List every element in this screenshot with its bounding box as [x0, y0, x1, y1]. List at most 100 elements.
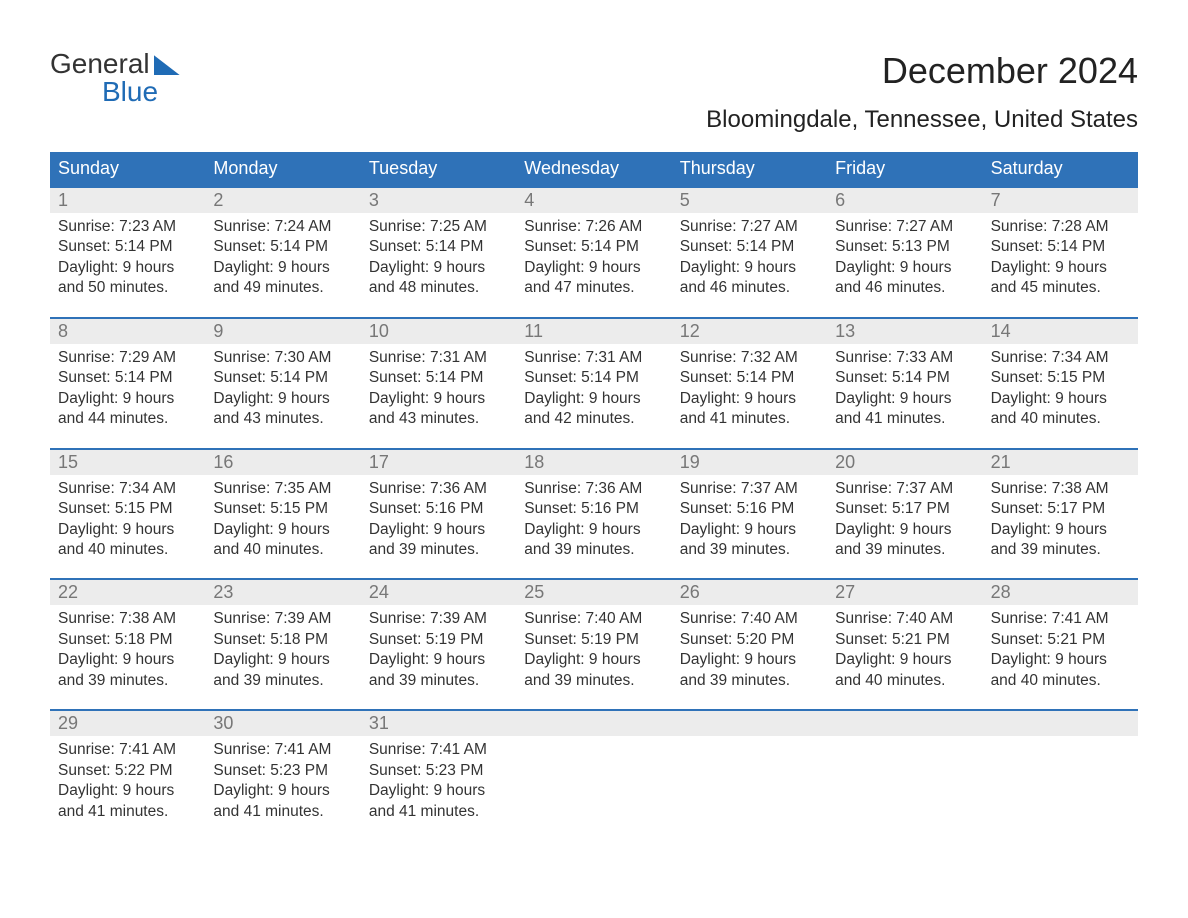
sunset-text: Sunset: 5:14 PM [213, 368, 352, 388]
sunset-text: Sunset: 5:17 PM [991, 499, 1130, 519]
day-details: Sunrise: 7:36 AMSunset: 5:16 PMDaylight:… [361, 475, 516, 561]
day-details: Sunrise: 7:40 AMSunset: 5:21 PMDaylight:… [827, 605, 982, 691]
day-number: 3 [361, 188, 516, 213]
sunrise-text: Sunrise: 7:25 AM [369, 217, 508, 237]
sunrise-text: Sunrise: 7:38 AM [991, 479, 1130, 499]
daylight-line2: and 39 minutes. [524, 671, 663, 691]
day-details: Sunrise: 7:24 AMSunset: 5:14 PMDaylight:… [205, 213, 360, 299]
sunset-text: Sunset: 5:14 PM [58, 368, 197, 388]
sunset-text: Sunset: 5:23 PM [213, 761, 352, 781]
logo-text-1: General [50, 50, 150, 78]
day-number [827, 711, 982, 736]
sunset-text: Sunset: 5:20 PM [680, 630, 819, 650]
day-cell: 26Sunrise: 7:40 AMSunset: 5:20 PMDayligh… [672, 580, 827, 709]
day-cell: 30Sunrise: 7:41 AMSunset: 5:23 PMDayligh… [205, 711, 360, 840]
daylight-line1: Daylight: 9 hours [213, 389, 352, 409]
sunrise-text: Sunrise: 7:31 AM [524, 348, 663, 368]
week-row: 29Sunrise: 7:41 AMSunset: 5:22 PMDayligh… [50, 709, 1138, 840]
day-cell: 17Sunrise: 7:36 AMSunset: 5:16 PMDayligh… [361, 450, 516, 579]
day-details: Sunrise: 7:41 AMSunset: 5:21 PMDaylight:… [983, 605, 1138, 691]
sunrise-text: Sunrise: 7:27 AM [680, 217, 819, 237]
day-number: 4 [516, 188, 671, 213]
location: Bloomingdale, Tennessee, United States [706, 106, 1138, 134]
daylight-line1: Daylight: 9 hours [58, 258, 197, 278]
daylight-line1: Daylight: 9 hours [213, 520, 352, 540]
sunrise-text: Sunrise: 7:40 AM [524, 609, 663, 629]
day-cell: 3Sunrise: 7:25 AMSunset: 5:14 PMDaylight… [361, 188, 516, 317]
sunset-text: Sunset: 5:21 PM [991, 630, 1130, 650]
daylight-line1: Daylight: 9 hours [213, 258, 352, 278]
day-cell: 6Sunrise: 7:27 AMSunset: 5:13 PMDaylight… [827, 188, 982, 317]
week-row: 22Sunrise: 7:38 AMSunset: 5:18 PMDayligh… [50, 578, 1138, 709]
sunrise-text: Sunrise: 7:39 AM [369, 609, 508, 629]
day-details: Sunrise: 7:25 AMSunset: 5:14 PMDaylight:… [361, 213, 516, 299]
day-cell [827, 711, 982, 840]
day-cell: 28Sunrise: 7:41 AMSunset: 5:21 PMDayligh… [983, 580, 1138, 709]
daylight-line1: Daylight: 9 hours [835, 520, 974, 540]
sunrise-text: Sunrise: 7:27 AM [835, 217, 974, 237]
day-cell: 9Sunrise: 7:30 AMSunset: 5:14 PMDaylight… [205, 319, 360, 448]
day-number: 19 [672, 450, 827, 475]
daylight-line2: and 39 minutes. [524, 540, 663, 560]
day-details: Sunrise: 7:37 AMSunset: 5:16 PMDaylight:… [672, 475, 827, 561]
day-number: 27 [827, 580, 982, 605]
sunrise-text: Sunrise: 7:41 AM [213, 740, 352, 760]
sunset-text: Sunset: 5:16 PM [369, 499, 508, 519]
day-details: Sunrise: 7:35 AMSunset: 5:15 PMDaylight:… [205, 475, 360, 561]
day-cell: 29Sunrise: 7:41 AMSunset: 5:22 PMDayligh… [50, 711, 205, 840]
day-cell: 8Sunrise: 7:29 AMSunset: 5:14 PMDaylight… [50, 319, 205, 448]
daylight-line2: and 48 minutes. [369, 278, 508, 298]
daylight-line2: and 44 minutes. [58, 409, 197, 429]
day-number: 11 [516, 319, 671, 344]
day-details: Sunrise: 7:33 AMSunset: 5:14 PMDaylight:… [827, 344, 982, 430]
day-cell: 15Sunrise: 7:34 AMSunset: 5:15 PMDayligh… [50, 450, 205, 579]
day-details: Sunrise: 7:37 AMSunset: 5:17 PMDaylight:… [827, 475, 982, 561]
sunrise-text: Sunrise: 7:31 AM [369, 348, 508, 368]
day-number: 8 [50, 319, 205, 344]
day-details: Sunrise: 7:28 AMSunset: 5:14 PMDaylight:… [983, 213, 1138, 299]
day-number: 5 [672, 188, 827, 213]
sunset-text: Sunset: 5:15 PM [213, 499, 352, 519]
daylight-line2: and 41 minutes. [58, 802, 197, 822]
day-number: 22 [50, 580, 205, 605]
daylight-line2: and 39 minutes. [369, 540, 508, 560]
weekday-header: Sunday Monday Tuesday Wednesday Thursday… [50, 152, 1138, 186]
weekday-label: Thursday [672, 152, 827, 186]
day-details: Sunrise: 7:27 AMSunset: 5:14 PMDaylight:… [672, 213, 827, 299]
daylight-line2: and 39 minutes. [369, 671, 508, 691]
sunset-text: Sunset: 5:21 PM [835, 630, 974, 650]
daylight-line1: Daylight: 9 hours [524, 258, 663, 278]
daylight-line1: Daylight: 9 hours [213, 650, 352, 670]
sunrise-text: Sunrise: 7:28 AM [991, 217, 1130, 237]
logo: General Blue [50, 50, 180, 106]
day-number: 7 [983, 188, 1138, 213]
day-cell: 5Sunrise: 7:27 AMSunset: 5:14 PMDaylight… [672, 188, 827, 317]
sunset-text: Sunset: 5:17 PM [835, 499, 974, 519]
sunrise-text: Sunrise: 7:35 AM [213, 479, 352, 499]
daylight-line1: Daylight: 9 hours [835, 258, 974, 278]
daylight-line2: and 42 minutes. [524, 409, 663, 429]
day-cell: 4Sunrise: 7:26 AMSunset: 5:14 PMDaylight… [516, 188, 671, 317]
day-details: Sunrise: 7:39 AMSunset: 5:19 PMDaylight:… [361, 605, 516, 691]
day-cell [516, 711, 671, 840]
sunset-text: Sunset: 5:19 PM [369, 630, 508, 650]
day-number: 12 [672, 319, 827, 344]
day-cell: 14Sunrise: 7:34 AMSunset: 5:15 PMDayligh… [983, 319, 1138, 448]
day-number: 9 [205, 319, 360, 344]
sunrise-text: Sunrise: 7:39 AM [213, 609, 352, 629]
header: General Blue December 2024 Bloomingdale,… [50, 50, 1138, 134]
sunset-text: Sunset: 5:13 PM [835, 237, 974, 257]
day-details: Sunrise: 7:29 AMSunset: 5:14 PMDaylight:… [50, 344, 205, 430]
daylight-line2: and 39 minutes. [835, 540, 974, 560]
daylight-line1: Daylight: 9 hours [680, 258, 819, 278]
daylight-line2: and 40 minutes. [991, 409, 1130, 429]
sunset-text: Sunset: 5:14 PM [835, 368, 974, 388]
weekday-label: Sunday [50, 152, 205, 186]
daylight-line1: Daylight: 9 hours [369, 389, 508, 409]
day-details: Sunrise: 7:39 AMSunset: 5:18 PMDaylight:… [205, 605, 360, 691]
daylight-line1: Daylight: 9 hours [369, 781, 508, 801]
daylight-line2: and 41 minutes. [369, 802, 508, 822]
day-cell: 13Sunrise: 7:33 AMSunset: 5:14 PMDayligh… [827, 319, 982, 448]
daylight-line2: and 39 minutes. [58, 671, 197, 691]
sunset-text: Sunset: 5:14 PM [524, 237, 663, 257]
